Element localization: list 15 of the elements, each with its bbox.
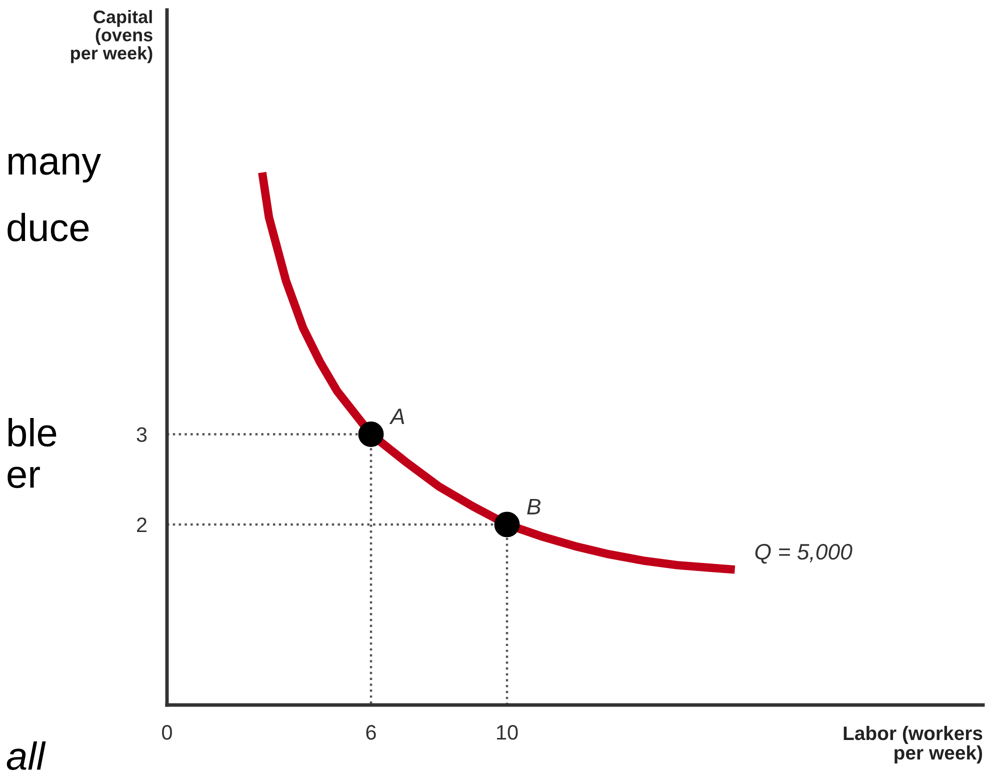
text: many bbox=[8, 154, 102, 183]
text: ble bbox=[8, 418, 56, 447]
x-axis-title: Labor (workers per week) bbox=[844, 726, 982, 764]
y-tick-label: 2 bbox=[137, 517, 147, 532]
annotation: Q = 5,000 bbox=[755, 544, 852, 564]
annotation: B bbox=[527, 499, 541, 514]
y-tick-label: 3 bbox=[136, 427, 147, 442]
annotation: A bbox=[389, 408, 404, 424]
text: duce bbox=[8, 212, 89, 242]
x-tick-label: 0 bbox=[162, 724, 172, 740]
y-axis-title: Capital (ovens per week) bbox=[71, 10, 152, 64]
text: all bbox=[6, 741, 46, 770]
x-tick-label: 6 bbox=[366, 724, 376, 740]
x-tick-label: 10 bbox=[497, 724, 518, 740]
text: er bbox=[8, 466, 40, 488]
